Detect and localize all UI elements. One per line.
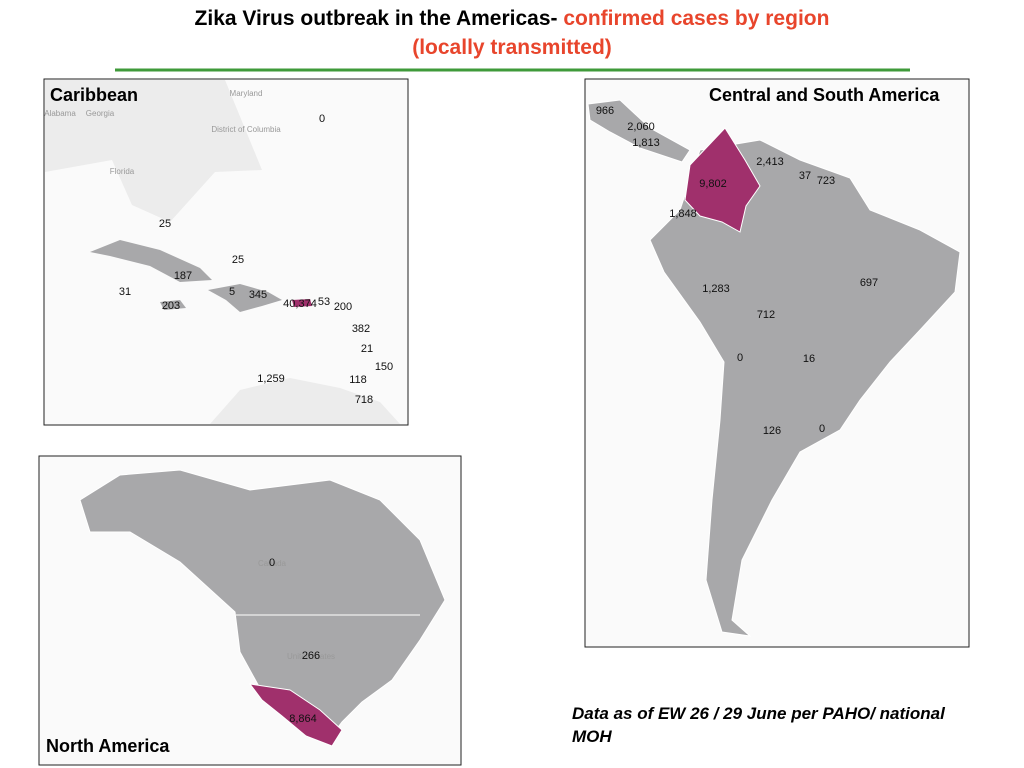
case-count: 1,259: [257, 373, 285, 385]
map-title: North America: [46, 736, 170, 756]
footnote: Data as of EW 26 / 29 June per PAHO/ nat…: [572, 704, 945, 746]
south-america-coast: [210, 378, 400, 424]
case-count: 1,813: [632, 137, 660, 149]
jamaica: [160, 300, 186, 310]
title: Zika Virus outbreak in the Americas- con…: [182, 4, 842, 62]
case-count: 0: [737, 352, 743, 364]
case-count: 0: [269, 557, 275, 569]
map-title: Caribbean: [50, 85, 138, 105]
hispaniola: [208, 284, 282, 312]
case-count: 203: [162, 300, 180, 312]
case-count: 31: [119, 286, 131, 298]
colombia: [684, 127, 761, 233]
case-count: 37: [799, 170, 811, 182]
case-count: 187: [174, 270, 192, 282]
basemap-label: Georgia: [86, 109, 115, 118]
case-count: 718: [355, 394, 373, 406]
case-count: 21: [361, 343, 373, 355]
case-count: 382: [352, 323, 370, 335]
title-main: Zika Virus outbreak in the Americas-: [194, 7, 564, 30]
case-count: 53: [318, 296, 330, 308]
case-count: 126: [763, 425, 781, 437]
case-count: 723: [817, 175, 835, 187]
cuba: [90, 240, 212, 282]
caribbean-map: [43, 78, 409, 426]
basemap-label: Florida: [110, 167, 135, 176]
case-count: 25: [232, 254, 244, 266]
title-highlight: confirmed cases by region (locally trans…: [412, 7, 830, 59]
case-count: 966: [596, 105, 614, 117]
case-count: 266: [302, 650, 320, 662]
case-count: 40,374: [283, 298, 317, 310]
case-count: 9,802: [699, 178, 727, 190]
case-count: 200: [334, 301, 352, 313]
case-count: 697: [860, 277, 878, 289]
basemap-label: Alabama: [44, 109, 76, 118]
case-count: 345: [249, 289, 267, 301]
basemap-label: Canada: [258, 559, 287, 568]
basemap-label: United States: [287, 652, 335, 661]
case-count: 118: [349, 374, 367, 386]
south-america-map: [584, 78, 970, 648]
case-count: 0: [319, 113, 325, 125]
case-count: 5: [229, 286, 235, 298]
case-count: 25: [159, 218, 171, 230]
case-count: 8,864: [289, 713, 317, 725]
case-count: 712: [757, 309, 775, 321]
case-count: 16: [803, 353, 815, 365]
north-america-map: [38, 455, 462, 766]
central-america: [587, 99, 691, 163]
us-canada: [79, 469, 446, 739]
case-count: 0: [819, 423, 825, 435]
case-count: 150: [375, 361, 393, 373]
south-america: [649, 139, 961, 637]
case-count: 2,060: [627, 121, 655, 133]
case-count: 1,848: [669, 208, 697, 220]
case-count: 2,413: [756, 156, 784, 168]
us-mainland: [45, 80, 262, 222]
puerto-rico: [292, 299, 312, 307]
case-count: 1,283: [702, 283, 730, 295]
mexico: [248, 683, 343, 747]
basemap-label: District of Columbia: [211, 125, 281, 134]
map-title: Central and South America: [709, 85, 940, 105]
basemap-label: Maryland: [230, 89, 263, 98]
